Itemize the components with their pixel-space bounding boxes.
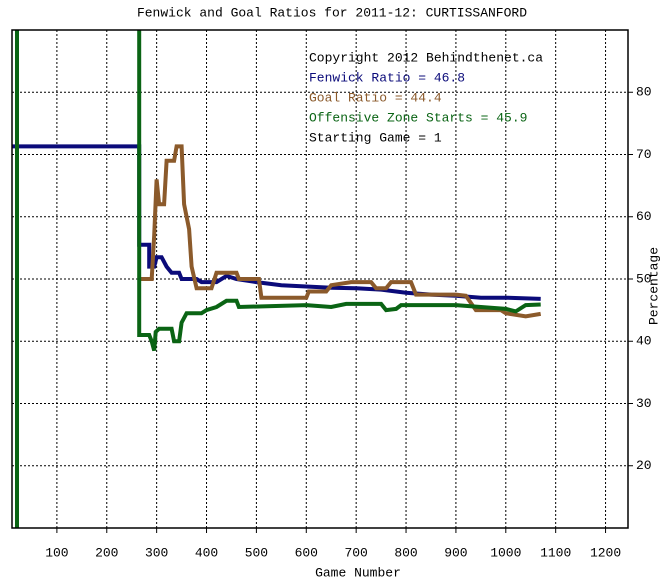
x-tick-label: 600 (295, 545, 318, 560)
x-tick-label: 900 (444, 545, 467, 560)
plot-frame (11, 29, 629, 529)
x-tick-label: 400 (195, 545, 218, 560)
x-tick-label: 100 (45, 545, 68, 560)
x-tick-label: 500 (245, 545, 268, 560)
plot-lines (12, 30, 542, 528)
chart-title: Fenwick and Goal Ratios for 2011-12: CUR… (137, 5, 527, 20)
x-tick-label: 300 (145, 545, 168, 560)
annotation: Copyright 2012 Behindthenet.ca (309, 50, 543, 65)
x-tick-label: 800 (394, 545, 417, 560)
y-tick-label: 70 (636, 147, 652, 162)
y-tick-label: 60 (636, 209, 652, 224)
y-tick-label: 40 (636, 334, 652, 349)
y-axis-label: Percentage (646, 247, 661, 325)
legend-entry: Goal Ratio = 44.4 (309, 90, 442, 105)
series-line (15, 30, 541, 528)
x-tick-label: 1200 (590, 545, 621, 560)
legend-entry: Offensive Zone Starts = 45.9 (309, 110, 527, 125)
x-axis-label: Game Number (315, 565, 401, 580)
annotation: Starting Game = 1 (309, 130, 442, 145)
y-tick-label: 20 (636, 458, 652, 473)
y-tick-label: 80 (636, 85, 652, 100)
x-tick-label: 1000 (490, 545, 521, 560)
x-tick-label: 1100 (540, 545, 571, 560)
legend-entry: Fenwick Ratio = 46.8 (309, 70, 465, 85)
x-tick-label: 200 (95, 545, 118, 560)
x-tick-label: 700 (344, 545, 367, 560)
y-tick-label: 50 (636, 271, 652, 286)
y-tick-label: 30 (636, 396, 652, 411)
series-line (139, 144, 542, 319)
